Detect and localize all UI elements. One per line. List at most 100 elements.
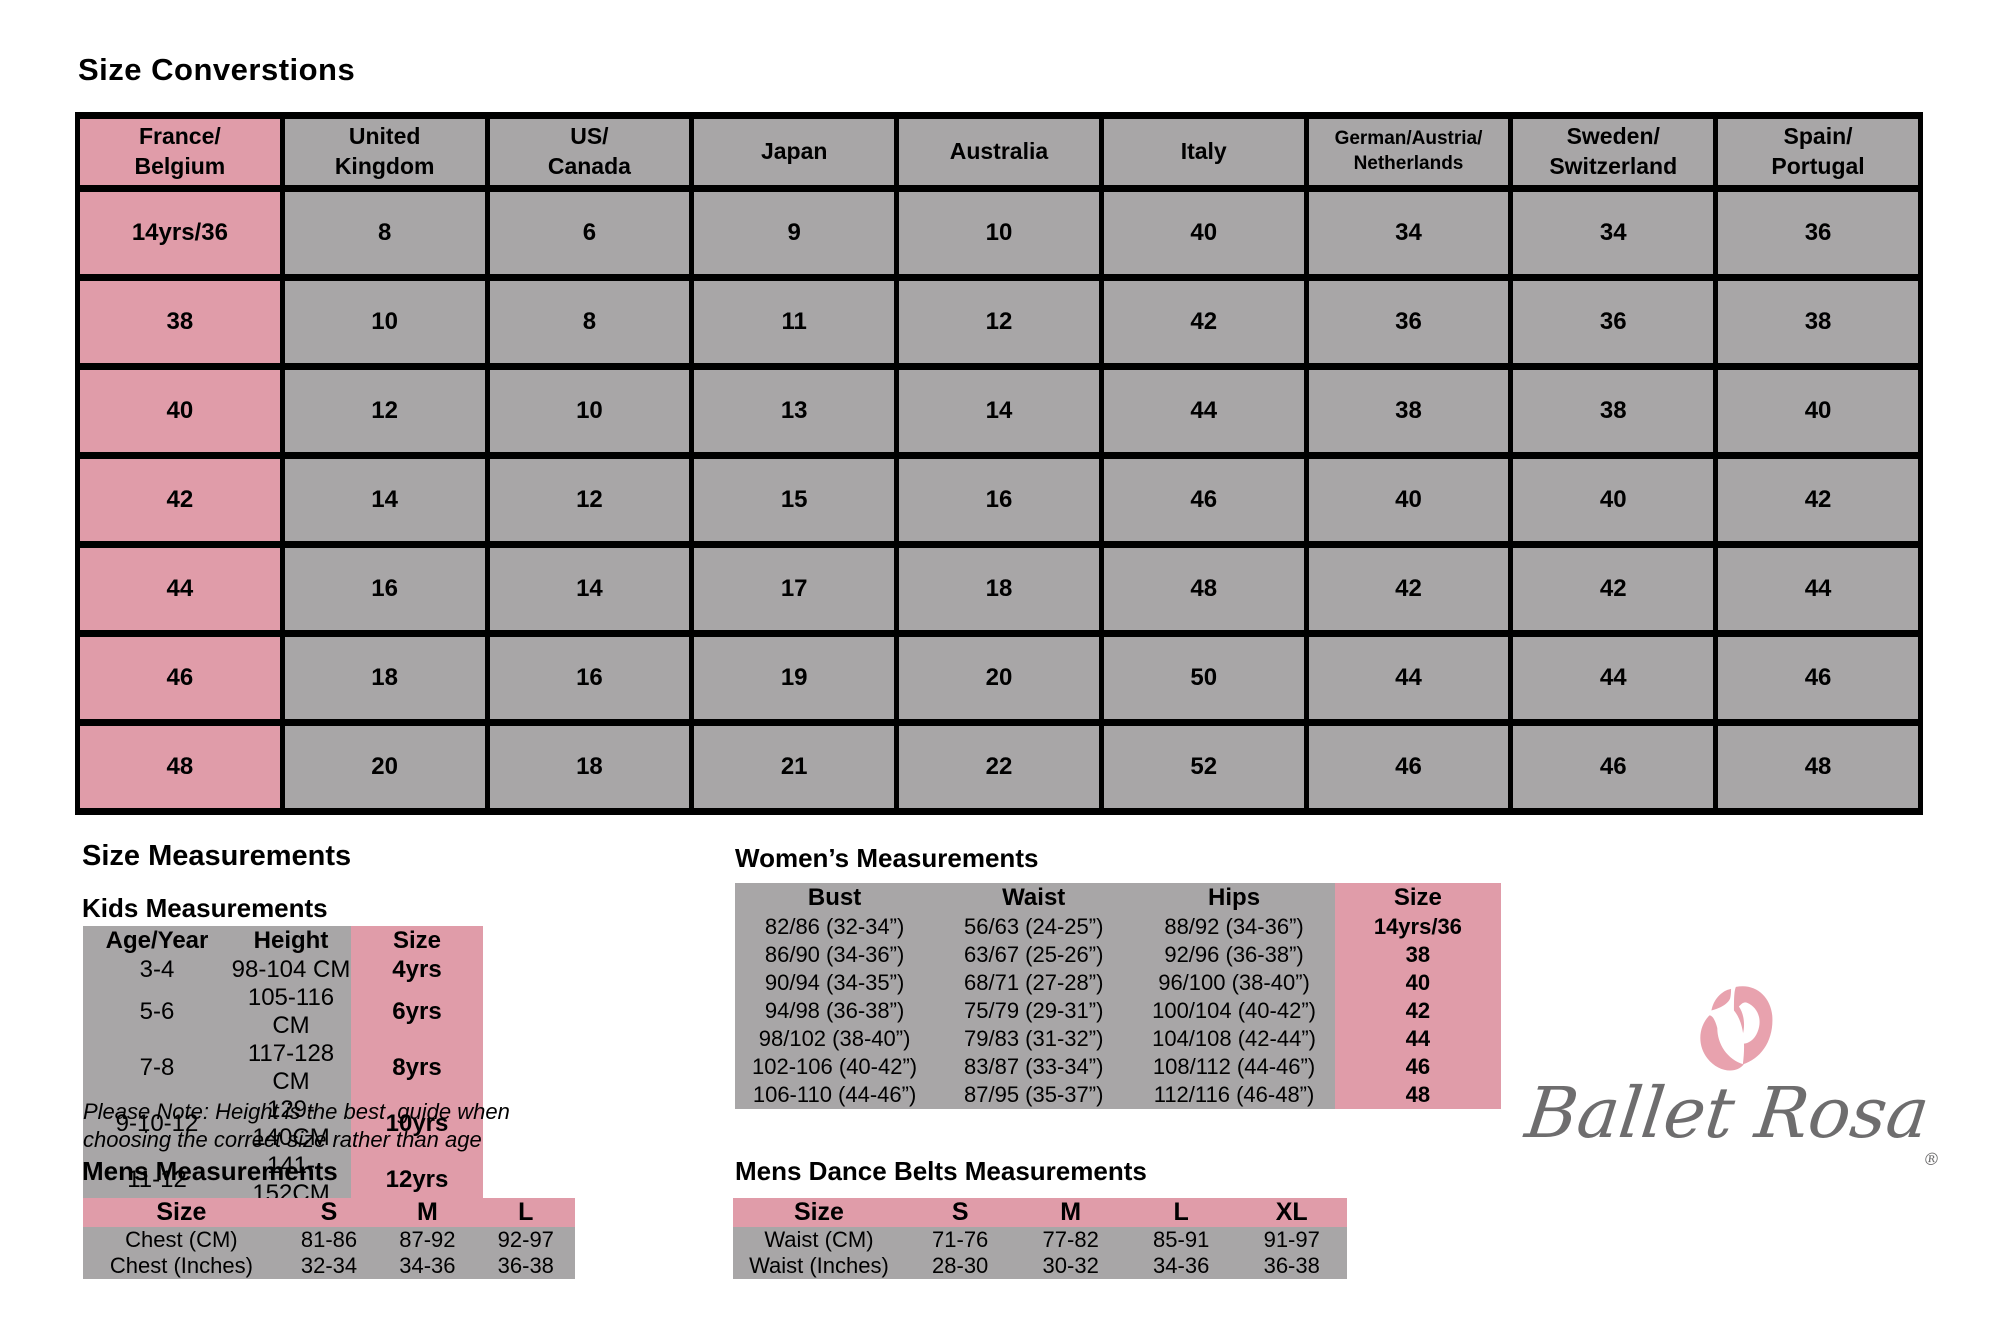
table-row: 102-106 (40-42”) 83/87 (33-34”) 108/112 (4…	[735, 1053, 1501, 1081]
mens-dance-belts-table: Size S M L XL Waist (CM) 71-76 77-82 85-91 91-97 W…	[733, 1198, 1347, 1279]
cell: 10	[484, 363, 695, 459]
cell: 129-140CM	[231, 1096, 351, 1152]
column-header: Australia	[894, 112, 1104, 192]
table-row: 86/90 (34-36”) 63/67 (25-26”) 92/96 (36-38…	[735, 941, 1501, 969]
cell: 14yrs/36	[75, 185, 285, 281]
header-row: Bust Waist Hips Size	[735, 883, 1501, 913]
cell: 18	[484, 719, 695, 815]
column-header: Japan	[689, 112, 900, 192]
cell: 12	[484, 452, 695, 548]
header-row: France/ Belgium United Kingdom US/ Canada J…	[75, 112, 1923, 192]
cell: 94/98 (36-38”)	[735, 997, 935, 1025]
cell: 44	[1713, 541, 1923, 637]
cell: 9	[689, 185, 900, 281]
cell: 90/94 (34-35”)	[735, 969, 935, 997]
cell: 16	[484, 630, 695, 726]
cell: 38	[1508, 363, 1719, 459]
cell: 18	[894, 541, 1104, 637]
table-row: 94/98 (36-38”) 75/79 (29-31”) 100/104 (40-…	[735, 997, 1501, 1025]
cell: 79/83 (31-32”)	[934, 1025, 1134, 1053]
cell: 46	[1508, 719, 1719, 815]
cell: 102-106 (40-42”)	[735, 1053, 935, 1081]
cell: Chest (Inches)	[83, 1253, 280, 1279]
ballet-rosa-logo: Ballet Rosa®	[1500, 982, 1970, 1232]
kids-size-note: Please Note: Height is the best guide wh…	[83, 1099, 510, 1153]
cell: 91-97	[1236, 1227, 1347, 1253]
cell: 42	[75, 452, 285, 548]
table-row: 42 14 12 15 16 46 40 40 42	[75, 452, 1923, 548]
page-title: Size Converstions	[78, 52, 356, 87]
cell: 30-32	[1015, 1253, 1126, 1279]
mens-dance-belts-heading: Mens Dance Belts Measurements	[735, 1156, 1147, 1186]
column-header: L	[476, 1198, 575, 1227]
cell: 16	[279, 541, 490, 637]
table-row: 7-8 117-128 CM 8yrs	[83, 1040, 483, 1096]
cell: 14	[894, 363, 1104, 459]
cell: 42	[1713, 452, 1923, 548]
cell: 11-12	[83, 1152, 231, 1208]
column-header: Waist	[934, 883, 1134, 913]
cell: 48	[1334, 1081, 1501, 1109]
cell: 92-97	[476, 1227, 575, 1253]
cell: 63/67 (25-26”)	[934, 941, 1134, 969]
column-header: Size	[83, 1198, 280, 1227]
brand-text: Ballet Rosa	[1521, 1072, 1934, 1154]
womens-measurements-heading: Women’s Measurements	[735, 843, 1039, 873]
cell: 36-38	[1236, 1253, 1347, 1279]
cell: 3-4	[83, 956, 231, 984]
cell: 14	[279, 452, 490, 548]
cell: 40	[1098, 185, 1309, 281]
cell: 7-8	[83, 1040, 231, 1096]
cell: 20	[279, 719, 490, 815]
cell: 83/87 (33-34”)	[934, 1053, 1134, 1081]
cell: 44	[1334, 1025, 1501, 1053]
cell: 14	[484, 541, 695, 637]
cell: 105-116 CM	[231, 984, 351, 1040]
cell: 38	[75, 274, 285, 370]
column-header: Size	[733, 1198, 905, 1227]
column-header: M	[1015, 1198, 1126, 1227]
cell: 19	[689, 630, 900, 726]
cell: 20	[894, 630, 1104, 726]
table-row: Chest (Inches) 32-34 34-36 36-38	[83, 1253, 575, 1279]
cell: 36-38	[476, 1253, 575, 1279]
cell: 96/100 (38-40”)	[1133, 969, 1335, 997]
cell: 38	[1303, 363, 1514, 459]
cell: 10	[279, 274, 490, 370]
cell: 36	[1508, 274, 1719, 370]
cell: 15	[689, 452, 900, 548]
mens-measurements-table: Size S M L Chest (CM) 81-86 87-92 92-97 Chest (I…	[83, 1198, 575, 1279]
cell: 98-104 CM	[231, 956, 351, 984]
cell: 75/79 (29-31”)	[934, 997, 1134, 1025]
womens-measurements-table: Bust Waist Hips Size 82/86 (32-34”) 56/63 (24…	[735, 883, 1501, 1109]
cell: 9-10-12	[83, 1096, 231, 1152]
cell: 40	[75, 363, 285, 459]
cell: 8	[279, 185, 490, 281]
column-header: Age/Year	[83, 926, 231, 956]
cell: 44	[1098, 363, 1309, 459]
cell: 6yrs	[351, 984, 483, 1040]
size-measurements-heading: Size Measurements	[82, 840, 352, 872]
table-row: 14yrs/36 8 6 9 10 40 34 34 36	[75, 185, 1923, 281]
cell: 56/63 (24-25”)	[934, 913, 1134, 941]
column-header: France/ Belgium	[75, 112, 285, 192]
cell: 48	[75, 719, 285, 815]
cell: 46	[75, 630, 285, 726]
header-row: Size S M L XL	[733, 1198, 1347, 1227]
cell: Waist (CM)	[733, 1227, 905, 1253]
cell: 34	[1303, 185, 1514, 281]
cell: 44	[1508, 630, 1719, 726]
cell: 36	[1713, 185, 1923, 281]
cell: 38	[1334, 941, 1501, 969]
cell: 8	[484, 274, 695, 370]
table-row: Waist (Inches) 28-30 30-32 34-36 36-38	[733, 1253, 1347, 1279]
cell: 32-34	[279, 1253, 379, 1279]
cell: 68/71 (27-28”)	[934, 969, 1134, 997]
table-row: 3-4 98-104 CM 4yrs	[83, 956, 483, 984]
table-row: 48 20 18 21 22 52 46 46 48	[75, 719, 1923, 815]
cell: 117-128 CM	[231, 1040, 351, 1096]
cell: 17	[689, 541, 900, 637]
cell: 42	[1334, 997, 1501, 1025]
cell: 10	[894, 185, 1104, 281]
cell: 21	[689, 719, 900, 815]
